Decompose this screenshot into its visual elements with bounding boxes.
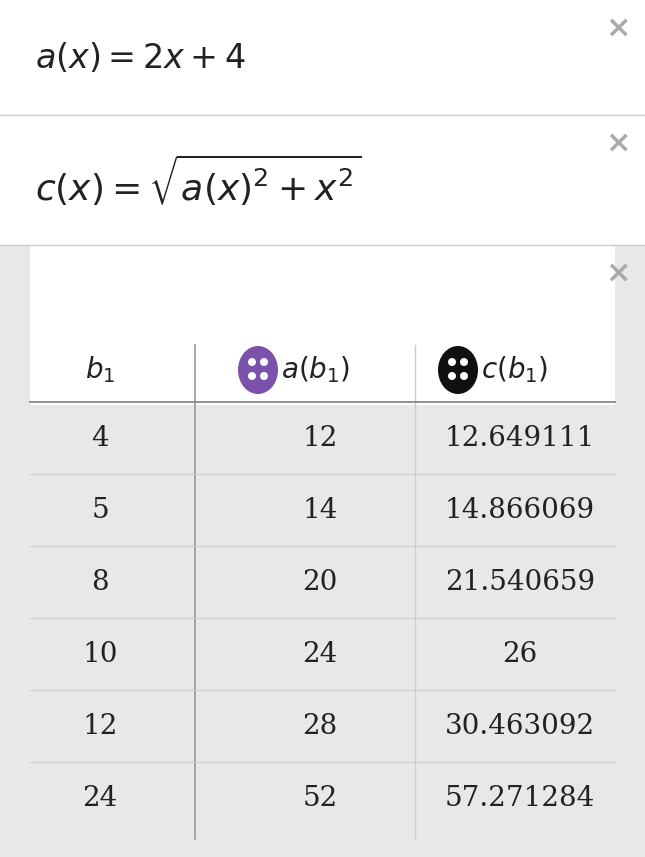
Text: 10: 10 — [83, 640, 118, 668]
Text: $c(b_1)$: $c(b_1)$ — [481, 355, 549, 386]
Text: ×: × — [605, 129, 631, 158]
Text: 12.649111: 12.649111 — [445, 424, 595, 452]
FancyBboxPatch shape — [30, 0, 615, 405]
Text: 12: 12 — [83, 712, 117, 740]
Text: 14.866069: 14.866069 — [445, 496, 595, 524]
Text: 52: 52 — [303, 784, 337, 812]
Text: $c(x) = \sqrt{a(x)^2 + x^2}$: $c(x) = \sqrt{a(x)^2 + x^2}$ — [35, 153, 361, 208]
Circle shape — [260, 358, 268, 366]
Circle shape — [260, 372, 268, 380]
Text: ×: × — [605, 259, 631, 287]
Text: $a(x) = 2x + 4$: $a(x) = 2x + 4$ — [35, 40, 246, 75]
Circle shape — [248, 372, 256, 380]
Circle shape — [248, 358, 256, 366]
Circle shape — [460, 372, 468, 380]
Text: 14: 14 — [303, 496, 338, 524]
Text: 12: 12 — [303, 424, 338, 452]
Text: 21.540659: 21.540659 — [445, 568, 595, 596]
Text: 57.271284: 57.271284 — [445, 784, 595, 812]
Text: ×: × — [605, 14, 631, 43]
Text: 28: 28 — [303, 712, 337, 740]
Ellipse shape — [238, 346, 278, 394]
Circle shape — [448, 358, 456, 366]
Text: 8: 8 — [91, 568, 109, 596]
Text: 20: 20 — [303, 568, 338, 596]
Circle shape — [448, 372, 456, 380]
Text: 24: 24 — [83, 784, 117, 812]
Text: 26: 26 — [502, 640, 538, 668]
Text: $a(b_1)$: $a(b_1)$ — [281, 355, 350, 386]
Text: 5: 5 — [91, 496, 109, 524]
Text: $b_1$: $b_1$ — [85, 355, 115, 386]
Circle shape — [460, 358, 468, 366]
FancyBboxPatch shape — [0, 115, 645, 245]
Text: 4: 4 — [91, 424, 109, 452]
FancyBboxPatch shape — [0, 0, 645, 115]
Text: 24: 24 — [303, 640, 337, 668]
Ellipse shape — [438, 346, 478, 394]
Text: 30.463092: 30.463092 — [445, 712, 595, 740]
